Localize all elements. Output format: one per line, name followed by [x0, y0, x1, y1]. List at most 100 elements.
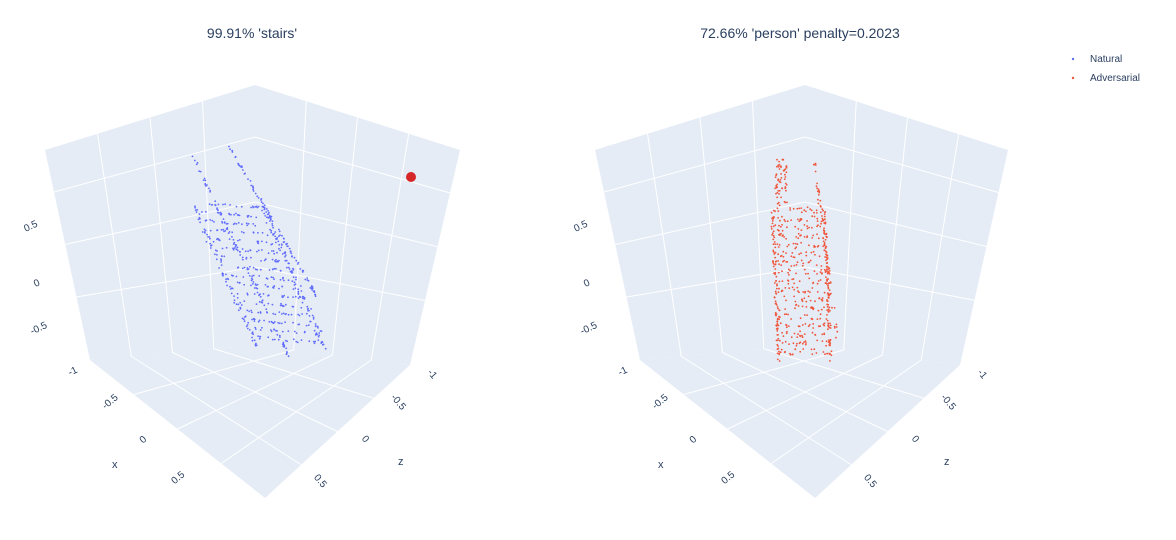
natural-point [269, 220, 271, 222]
legend-item-adversarial[interactable]: Adversarial [1071, 73, 1140, 84]
natural-point [287, 313, 290, 316]
scene-2[interactable]: 72.66% 'person' penalty=0.2023 0.5 0 -0.5 -… [572, 25, 1008, 498]
adversarial-point [780, 196, 782, 199]
natural-point [254, 268, 257, 271]
natural-point [282, 305, 284, 308]
adversarial-point [772, 238, 775, 241]
adversarial-point [828, 273, 831, 275]
adversarial-point [794, 247, 797, 250]
natural-point [238, 239, 241, 241]
adversarial-point [820, 308, 823, 311]
natural-point [270, 330, 273, 333]
natural-point [268, 320, 271, 323]
grid-line [804, 201, 988, 248]
natural-point [310, 308, 312, 310]
scene-1-wall-left [45, 85, 255, 360]
natural-point [314, 323, 317, 325]
natural-point [256, 250, 258, 253]
adversarial-point [789, 352, 791, 355]
legend-item-natural[interactable]: Natural [1071, 54, 1122, 65]
y-tick-label: 0 [32, 277, 42, 290]
natural-point [242, 276, 245, 278]
adversarial-point [778, 224, 780, 227]
adversarial-point [810, 348, 813, 351]
natural-point [317, 326, 319, 329]
natural-point [268, 269, 271, 271]
natural-point [272, 234, 275, 236]
adversarial-point [819, 225, 822, 228]
adversarial-point [798, 207, 801, 210]
natural-point [248, 310, 251, 313]
natural-point [314, 295, 317, 298]
z-tick-label: 0.5 [311, 473, 329, 491]
natural-point [209, 242, 212, 245]
scene-1-wall-right [255, 85, 460, 365]
natural-point [270, 218, 272, 221]
adversarial-point [785, 171, 788, 174]
adversarial-point [827, 296, 830, 299]
natural-point [278, 311, 281, 313]
natural-point [271, 338, 274, 341]
natural-point [301, 301, 304, 304]
natural-point [286, 245, 289, 248]
natural-point [253, 293, 256, 295]
natural-point [269, 217, 272, 219]
adversarial-point [829, 343, 831, 345]
adversarial-point [794, 348, 797, 350]
adversarial-point [823, 306, 825, 309]
natural-point [253, 320, 256, 322]
adversarial-point [777, 217, 779, 219]
grid-line [254, 136, 451, 194]
adversarial-point [824, 222, 827, 225]
adversarial-point [825, 259, 827, 262]
natural-point [267, 210, 269, 212]
natural-point [216, 207, 219, 210]
adversarial-point [793, 332, 796, 335]
natural-point [250, 256, 252, 259]
natural-point [306, 277, 309, 279]
natural-point [302, 297, 305, 300]
adversarial-point [811, 237, 814, 239]
natural-point [251, 185, 254, 188]
adversarial-point [785, 189, 787, 192]
adversarial-point [796, 243, 799, 246]
adversarial-point [798, 291, 800, 294]
adversarial-point [823, 215, 826, 218]
adversarial-point [821, 219, 824, 221]
natural-point [195, 211, 198, 213]
natural-point [220, 229, 223, 231]
adversarial-point [774, 268, 777, 270]
adversarial-point [787, 325, 790, 327]
adversarial-point [817, 309, 820, 312]
adversarial-point [796, 261, 799, 264]
adversarial-point [781, 215, 783, 218]
adversarial-point [793, 288, 796, 291]
y-tick-label: -0.5 [579, 320, 600, 337]
natural-point [282, 276, 284, 279]
natural-point [201, 231, 204, 233]
natural-point [256, 283, 259, 286]
grid-line [882, 117, 908, 356]
natural-point [240, 165, 243, 168]
adversarial-point [821, 272, 823, 275]
adversarial-point [786, 201, 788, 204]
adversarial-point [775, 302, 777, 305]
adversarial-point [788, 287, 791, 290]
adversarial-point [819, 211, 822, 214]
adversarial-point [828, 326, 831, 329]
natural-point [314, 293, 317, 296]
adversarial-point [816, 291, 819, 293]
adversarial-point [790, 336, 793, 338]
natural-point [285, 259, 288, 262]
scene-1[interactable]: 99.91% 'stairs' 0.5 0 -0.5 -1 -0.5 0 0.5 -1 -0.5… [22, 25, 460, 498]
adversarial-point [774, 246, 777, 249]
adversarial-point [825, 245, 828, 248]
adversarial-point [787, 280, 790, 282]
natural-point [297, 313, 299, 316]
adversarial-point [812, 323, 815, 325]
natural-point [246, 309, 249, 312]
adversarial-point [783, 236, 785, 238]
adversarial-point [825, 270, 827, 272]
natural-point [313, 329, 316, 332]
natural-point [273, 278, 275, 281]
